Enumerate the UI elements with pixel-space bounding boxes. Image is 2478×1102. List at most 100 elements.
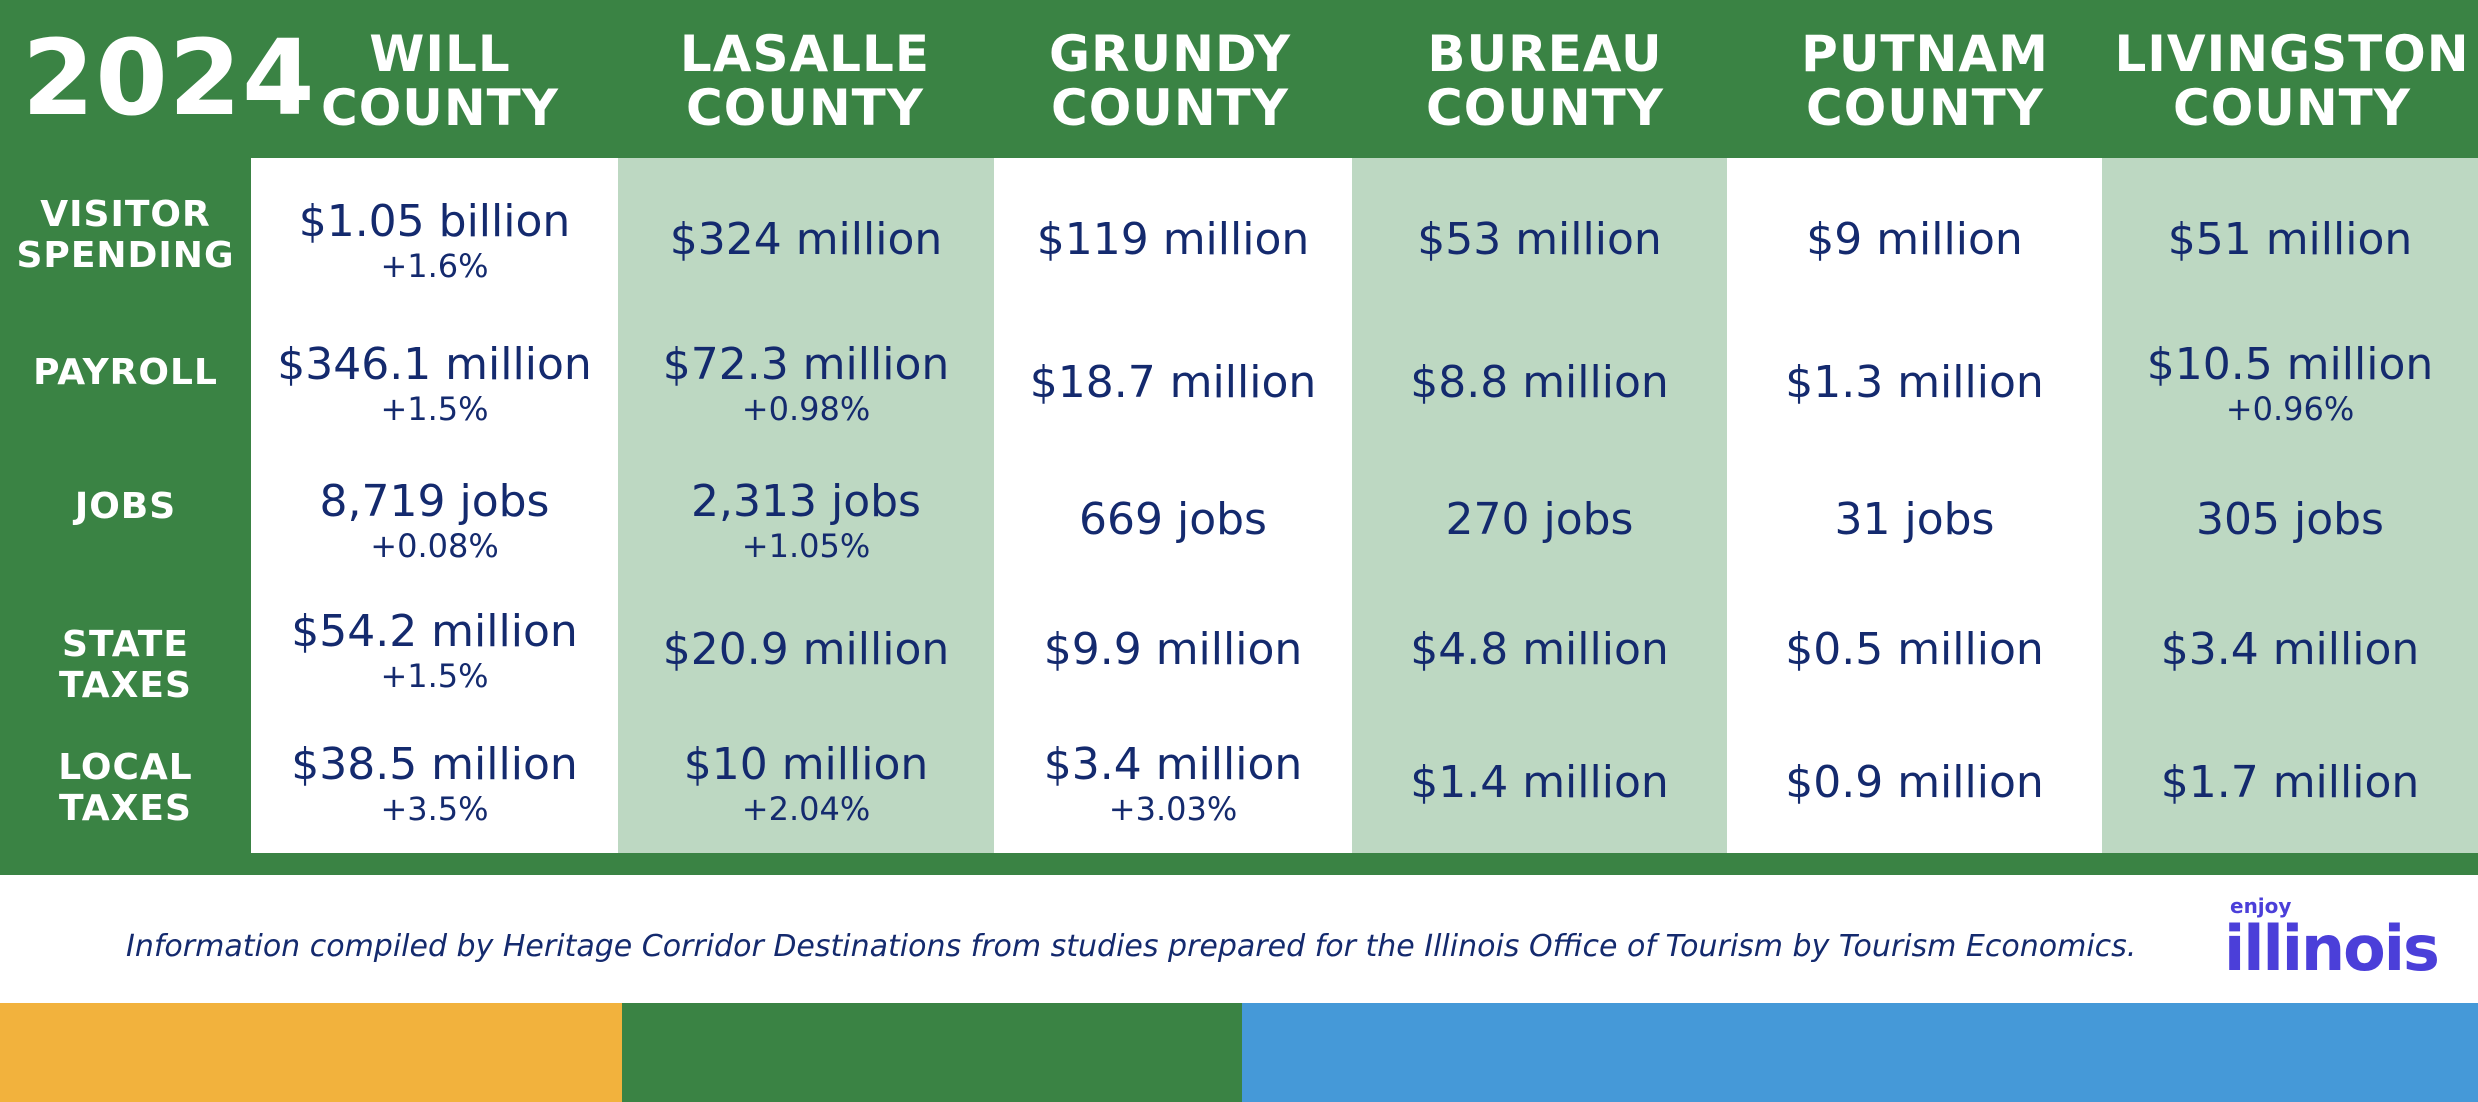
cell-will-state-taxes: $54.2 million +1.5% (251, 590, 618, 710)
cell-change: +3.03% (1108, 789, 1238, 828)
county-header-bureau: BUREAU COUNTY (1390, 16, 1700, 146)
cell-livingston-visitor-spending: $51 million (2102, 180, 2478, 300)
row-label-payroll: PAYROLL (0, 340, 251, 404)
cell-livingston-jobs: 305 jobs (2102, 455, 2478, 585)
cell-will-visitor-spending: $1.05 billion +1.6% (251, 180, 618, 300)
county-header-line: LIVINGSTON (2114, 25, 2470, 83)
column-bg-grundy (994, 158, 1352, 853)
cell-value: $1.05 billion (298, 196, 571, 247)
row-label-line: TAXES (59, 665, 192, 706)
county-header-line: WILL (369, 25, 511, 83)
cell-change: +3.5% (380, 789, 489, 828)
cell-will-jobs: 8,719 jobs +0.08% (251, 455, 618, 585)
cell-value: $9 million (1806, 214, 2023, 265)
cell-value: $1.3 million (1785, 357, 2044, 408)
cell-value: $0.5 million (1785, 624, 2044, 675)
row-label-line: JOBS (74, 485, 177, 527)
county-header-line: BUREAU (1427, 25, 1663, 83)
cell-livingston-payroll: $10.5 million +0.96% (2102, 318, 2478, 448)
cell-value: 270 jobs (1445, 494, 1634, 545)
cell-value: $38.5 million (291, 738, 578, 790)
cell-grundy-local-taxes: $3.4 million +3.03% (994, 720, 1352, 845)
column-bg-livingston (2102, 158, 2478, 853)
row-label-line: LOCAL (58, 747, 193, 788)
county-header-will: WILL COUNTY (300, 16, 580, 146)
cell-lasalle-payroll: $72.3 million +0.98% (618, 318, 994, 448)
cell-change: +1.6% (380, 247, 489, 285)
cell-value: 305 jobs (2196, 494, 2384, 545)
cell-lasalle-local-taxes: $10 million +2.04% (618, 720, 994, 845)
column-bg-putnam (1727, 158, 2102, 853)
row-label-line: PAYROLL (33, 351, 218, 393)
cell-will-local-taxes: $38.5 million +3.5% (251, 720, 618, 845)
cell-value: 2,313 jobs (691, 476, 921, 527)
bottom-rule (0, 853, 2478, 875)
cell-value: $18.7 million (1029, 357, 1317, 408)
cell-grundy-payroll: $18.7 million (994, 318, 1352, 448)
cell-putnam-visitor-spending: $9 million (1727, 180, 2102, 300)
county-header-line: GRUNDY (1048, 25, 1292, 83)
county-header-lasalle: LASALLE COUNTY (650, 16, 960, 146)
cell-value: $4.8 million (1410, 624, 1669, 675)
cell-value: $53 million (1417, 214, 1662, 265)
cell-value: $1.4 million (1410, 756, 1669, 808)
cell-will-payroll: $346.1 million +1.5% (251, 318, 618, 448)
row-label-line: STATE (62, 624, 189, 665)
cell-value: $119 million (1036, 214, 1310, 265)
county-header-line: PUTNAM (1801, 25, 2049, 83)
cell-grundy-visitor-spending: $119 million (994, 180, 1352, 300)
cell-livingston-state-taxes: $3.4 million (2102, 590, 2478, 710)
cell-putnam-jobs: 31 jobs (1727, 455, 2102, 585)
cell-value: $0.9 million (1785, 756, 2044, 808)
cell-bureau-jobs: 270 jobs (1352, 455, 1727, 585)
column-bg-lasalle (618, 158, 994, 853)
cell-bureau-state-taxes: $4.8 million (1352, 590, 1727, 710)
county-header-line: COUNTY (1051, 79, 1289, 137)
cell-value: $346.1 million (277, 339, 592, 390)
cell-lasalle-state-taxes: $20.9 million (618, 590, 994, 710)
source-footnote: Information compiled by Heritage Corrido… (126, 929, 2137, 964)
cell-value: $20.9 million (662, 624, 950, 675)
cell-bureau-local-taxes: $1.4 million (1352, 720, 1727, 845)
row-label-line: TAXES (59, 788, 192, 829)
cell-putnam-state-taxes: $0.5 million (1727, 590, 2102, 710)
column-bg-will (251, 158, 618, 853)
county-header-line: COUNTY (686, 79, 924, 137)
cell-putnam-local-taxes: $0.9 million (1727, 720, 2102, 845)
county-header-line: COUNTY (1806, 79, 2044, 137)
county-header-livingston: LIVINGSTON COUNTY (2112, 16, 2472, 146)
county-header-grundy: GRUNDY COUNTY (1020, 16, 1320, 146)
cell-value: 31 jobs (1834, 494, 1995, 545)
stripe-green (622, 1003, 1242, 1102)
cell-change: +0.08% (370, 527, 499, 565)
row-label-line: SPENDING (16, 235, 235, 276)
cell-change: +1.5% (380, 657, 489, 695)
cell-value: $3.4 million (1043, 738, 1303, 790)
cell-value: $324 million (669, 214, 943, 265)
cell-value: $3.4 million (2160, 624, 2420, 675)
cell-value: 669 jobs (1079, 494, 1267, 545)
cell-change: +1.5% (380, 390, 489, 428)
county-header-putnam: PUTNAM COUNTY (1770, 16, 2080, 146)
cell-value: $51 million (2167, 214, 2413, 265)
cell-grundy-jobs: 669 jobs (994, 455, 1352, 585)
cell-grundy-state-taxes: $9.9 million (994, 590, 1352, 710)
row-label-jobs: JOBS (0, 474, 251, 538)
cell-putnam-payroll: $1.3 million (1727, 318, 2102, 448)
logo-small-text: enjoy (2230, 894, 2292, 918)
stripe-yellow (0, 1003, 622, 1102)
row-label-column (0, 158, 251, 853)
county-header-line: COUNTY (321, 79, 559, 137)
row-label-local-taxes: LOCAL TAXES (0, 738, 251, 838)
cell-change: +1.05% (741, 527, 871, 565)
cell-lasalle-visitor-spending: $324 million (618, 180, 994, 300)
cell-value: $72.3 million (662, 339, 950, 390)
cell-lasalle-jobs: 2,313 jobs +1.05% (618, 455, 994, 585)
cell-value: $1.7 million (2160, 756, 2420, 808)
county-header-line: COUNTY (2173, 79, 2411, 137)
row-label-state-taxes: STATE TAXES (0, 615, 251, 715)
column-bg-bureau (1352, 158, 1727, 853)
cell-value: $9.9 million (1043, 624, 1303, 675)
cell-value: $10 million (683, 738, 929, 790)
